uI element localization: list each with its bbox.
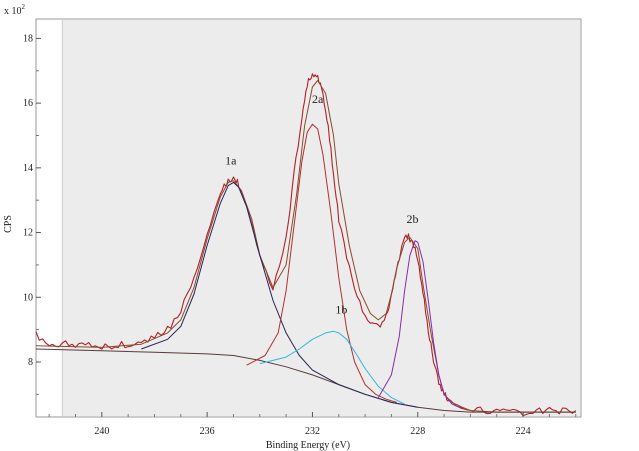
peak-label-2a: 2a [312, 92, 324, 106]
y-tick-label: 12 [23, 228, 33, 239]
y-axis-multiplier: x 102 [4, 3, 26, 17]
y-axis-ticks: 8 10 12 14 16 18 [23, 33, 41, 395]
x-tick-label: 224 [516, 426, 531, 437]
x-tick-label: 240 [94, 426, 109, 437]
annotation-layer: 1a 2a 1b 2b [225, 92, 418, 316]
series-line-1b [259, 330, 405, 405]
x-axis-ticks: 240 236 232 228 224 [48, 412, 577, 437]
y-tick-label: 10 [23, 292, 33, 303]
y-tick-label: 16 [23, 98, 33, 109]
series-line-1a [141, 181, 418, 408]
peak-label-2b: 2b [406, 212, 418, 226]
x-axis-label: Binding Energy (eV) [266, 440, 350, 451]
series-layer [35, 20, 577, 417]
series-line-2b [377, 240, 463, 410]
y-tick-label: 8 [28, 357, 33, 368]
y-axis-multiplier-base: x 10 [4, 6, 22, 17]
x-tick-label: 232 [305, 426, 320, 437]
y-tick-label: 14 [23, 163, 33, 174]
y-tick-label: 18 [23, 33, 33, 44]
series-line-2a [246, 123, 397, 403]
peak-label-1b: 1b [335, 302, 347, 316]
x-tick-label: 228 [410, 426, 425, 437]
x-tick-label: 236 [200, 426, 215, 437]
y-axis-multiplier-exponent: 2 [22, 3, 26, 11]
shaded-region [62, 20, 581, 416]
peak-label-1a: 1a [225, 154, 237, 168]
y-axis-label: CPS [3, 215, 14, 233]
